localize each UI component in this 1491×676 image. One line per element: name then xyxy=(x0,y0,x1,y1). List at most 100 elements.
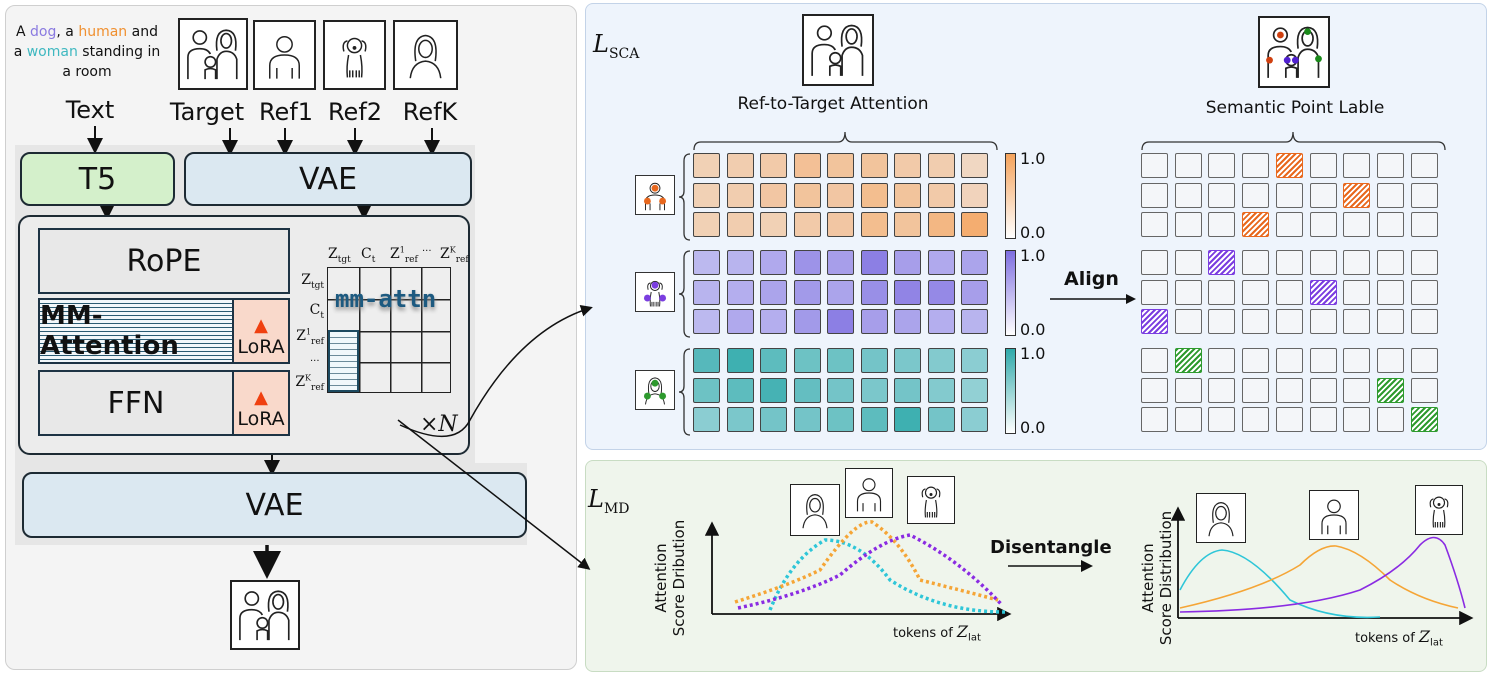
attention-cell xyxy=(827,250,854,275)
attention-cell xyxy=(860,377,888,403)
attention-cell xyxy=(726,250,754,275)
row-sub: tgt xyxy=(311,280,324,291)
label-cell xyxy=(1275,212,1303,237)
col-var: Z xyxy=(390,246,400,262)
colorbar xyxy=(1005,348,1016,434)
rope-block: RoPE xyxy=(38,228,290,294)
label-cell xyxy=(1141,377,1168,403)
attention-cell xyxy=(927,309,955,334)
label-cell xyxy=(1275,348,1303,373)
col-sub: ref xyxy=(455,254,469,265)
attention-cell xyxy=(860,182,888,208)
matrix-col-label: Z1ref xyxy=(390,246,418,265)
row-var: Z xyxy=(296,328,306,344)
row-sub: t xyxy=(320,310,324,321)
attention-cell xyxy=(894,279,921,305)
semantic-label-cell xyxy=(1410,407,1438,432)
ffn-label: FFN xyxy=(107,385,165,421)
label-cell xyxy=(1174,182,1202,208)
label-refk: RefK xyxy=(402,98,458,126)
attention-cell xyxy=(961,153,988,178)
label-cell xyxy=(1242,377,1270,403)
attention-cell xyxy=(894,182,921,208)
attention-cell xyxy=(827,279,854,305)
label-brace xyxy=(1141,131,1446,151)
label-cell xyxy=(1174,153,1202,178)
fire-icon: ▲ xyxy=(254,315,268,336)
attention-cell xyxy=(860,212,888,237)
caption-text: standing in a room xyxy=(62,44,161,80)
target-image-icon xyxy=(178,18,248,90)
label-cell xyxy=(1309,250,1337,275)
attention-cell xyxy=(961,348,988,373)
attention-cell xyxy=(726,279,754,305)
attention-cell xyxy=(693,348,720,373)
label-cell xyxy=(1174,279,1202,305)
semantic-point-image-icon xyxy=(1258,16,1330,88)
attention-cell xyxy=(860,407,888,432)
caption-human: human xyxy=(78,24,128,40)
label-cell xyxy=(1343,377,1371,403)
label-cell xyxy=(1208,153,1236,178)
row-sup: 1 xyxy=(305,327,312,337)
col-sub: ref xyxy=(404,254,418,265)
disentangle-label: Disentangle xyxy=(990,537,1112,558)
label-cell xyxy=(1208,279,1236,305)
label-cell xyxy=(1309,212,1337,237)
label-target: Target xyxy=(169,98,245,126)
matrix-row-label: Z1ref xyxy=(294,327,324,347)
attention-cell xyxy=(894,348,921,373)
label-cell xyxy=(1141,279,1168,305)
colorbar-min: 0.0 xyxy=(1020,418,1046,437)
attention-caption: Ref-to-Target Attention xyxy=(737,94,929,114)
label-cell xyxy=(1141,212,1168,237)
attention-cell xyxy=(726,153,754,178)
label-cell xyxy=(1410,348,1438,373)
lora-label: LoRA xyxy=(237,408,285,430)
md-dog-icon xyxy=(907,476,955,524)
attention-cell xyxy=(793,377,821,403)
row-sub: ref xyxy=(311,336,324,347)
label-cell xyxy=(1242,348,1270,373)
dog-dotted-curve xyxy=(737,533,1004,610)
attention-cell xyxy=(961,250,988,275)
label-cell xyxy=(1376,212,1404,237)
label-cell xyxy=(1141,407,1168,432)
attention-cell xyxy=(894,309,921,334)
dog-curve xyxy=(1179,536,1466,613)
lora-attention: ▲ LoRA xyxy=(232,298,290,364)
label-cell xyxy=(1174,407,1202,432)
attention-cell xyxy=(793,182,821,208)
attention-cell xyxy=(693,212,720,237)
label-cell xyxy=(1376,407,1404,432)
attention-cell xyxy=(693,153,720,178)
sca-title-sub: SCA xyxy=(608,45,640,62)
label-caption: Semantic Point Lable xyxy=(1205,98,1385,118)
text-prompt: A dog, a human and a woman standing in a… xyxy=(12,22,162,82)
top-brace xyxy=(693,131,998,151)
label-cell xyxy=(1309,348,1337,373)
md-title-sub: MD xyxy=(603,500,630,517)
label-cell xyxy=(1275,407,1303,432)
col-var: Z xyxy=(440,246,450,262)
label-cell xyxy=(1343,279,1371,305)
colorbar-max: 1.0 xyxy=(1020,246,1046,265)
label-text: Text xyxy=(65,96,115,124)
label-cell xyxy=(1208,348,1236,373)
attention-cell xyxy=(793,212,821,237)
vae-decoder-label: VAE xyxy=(245,487,304,523)
attention-cell xyxy=(860,250,888,275)
md-human-icon xyxy=(845,468,893,518)
attention-cell xyxy=(894,377,921,403)
attention-cell xyxy=(726,348,754,373)
ref-to-target-region xyxy=(328,330,359,392)
attention-cell xyxy=(860,153,888,178)
output-image-icon xyxy=(230,580,300,650)
attention-cell xyxy=(693,182,720,208)
semantic-label-cell xyxy=(1275,153,1303,178)
attention-cell xyxy=(827,407,854,432)
attention-cell xyxy=(693,279,720,305)
label-cell xyxy=(1275,182,1303,208)
md-woman-icon xyxy=(790,484,840,536)
caption-dog: dog xyxy=(30,24,57,40)
